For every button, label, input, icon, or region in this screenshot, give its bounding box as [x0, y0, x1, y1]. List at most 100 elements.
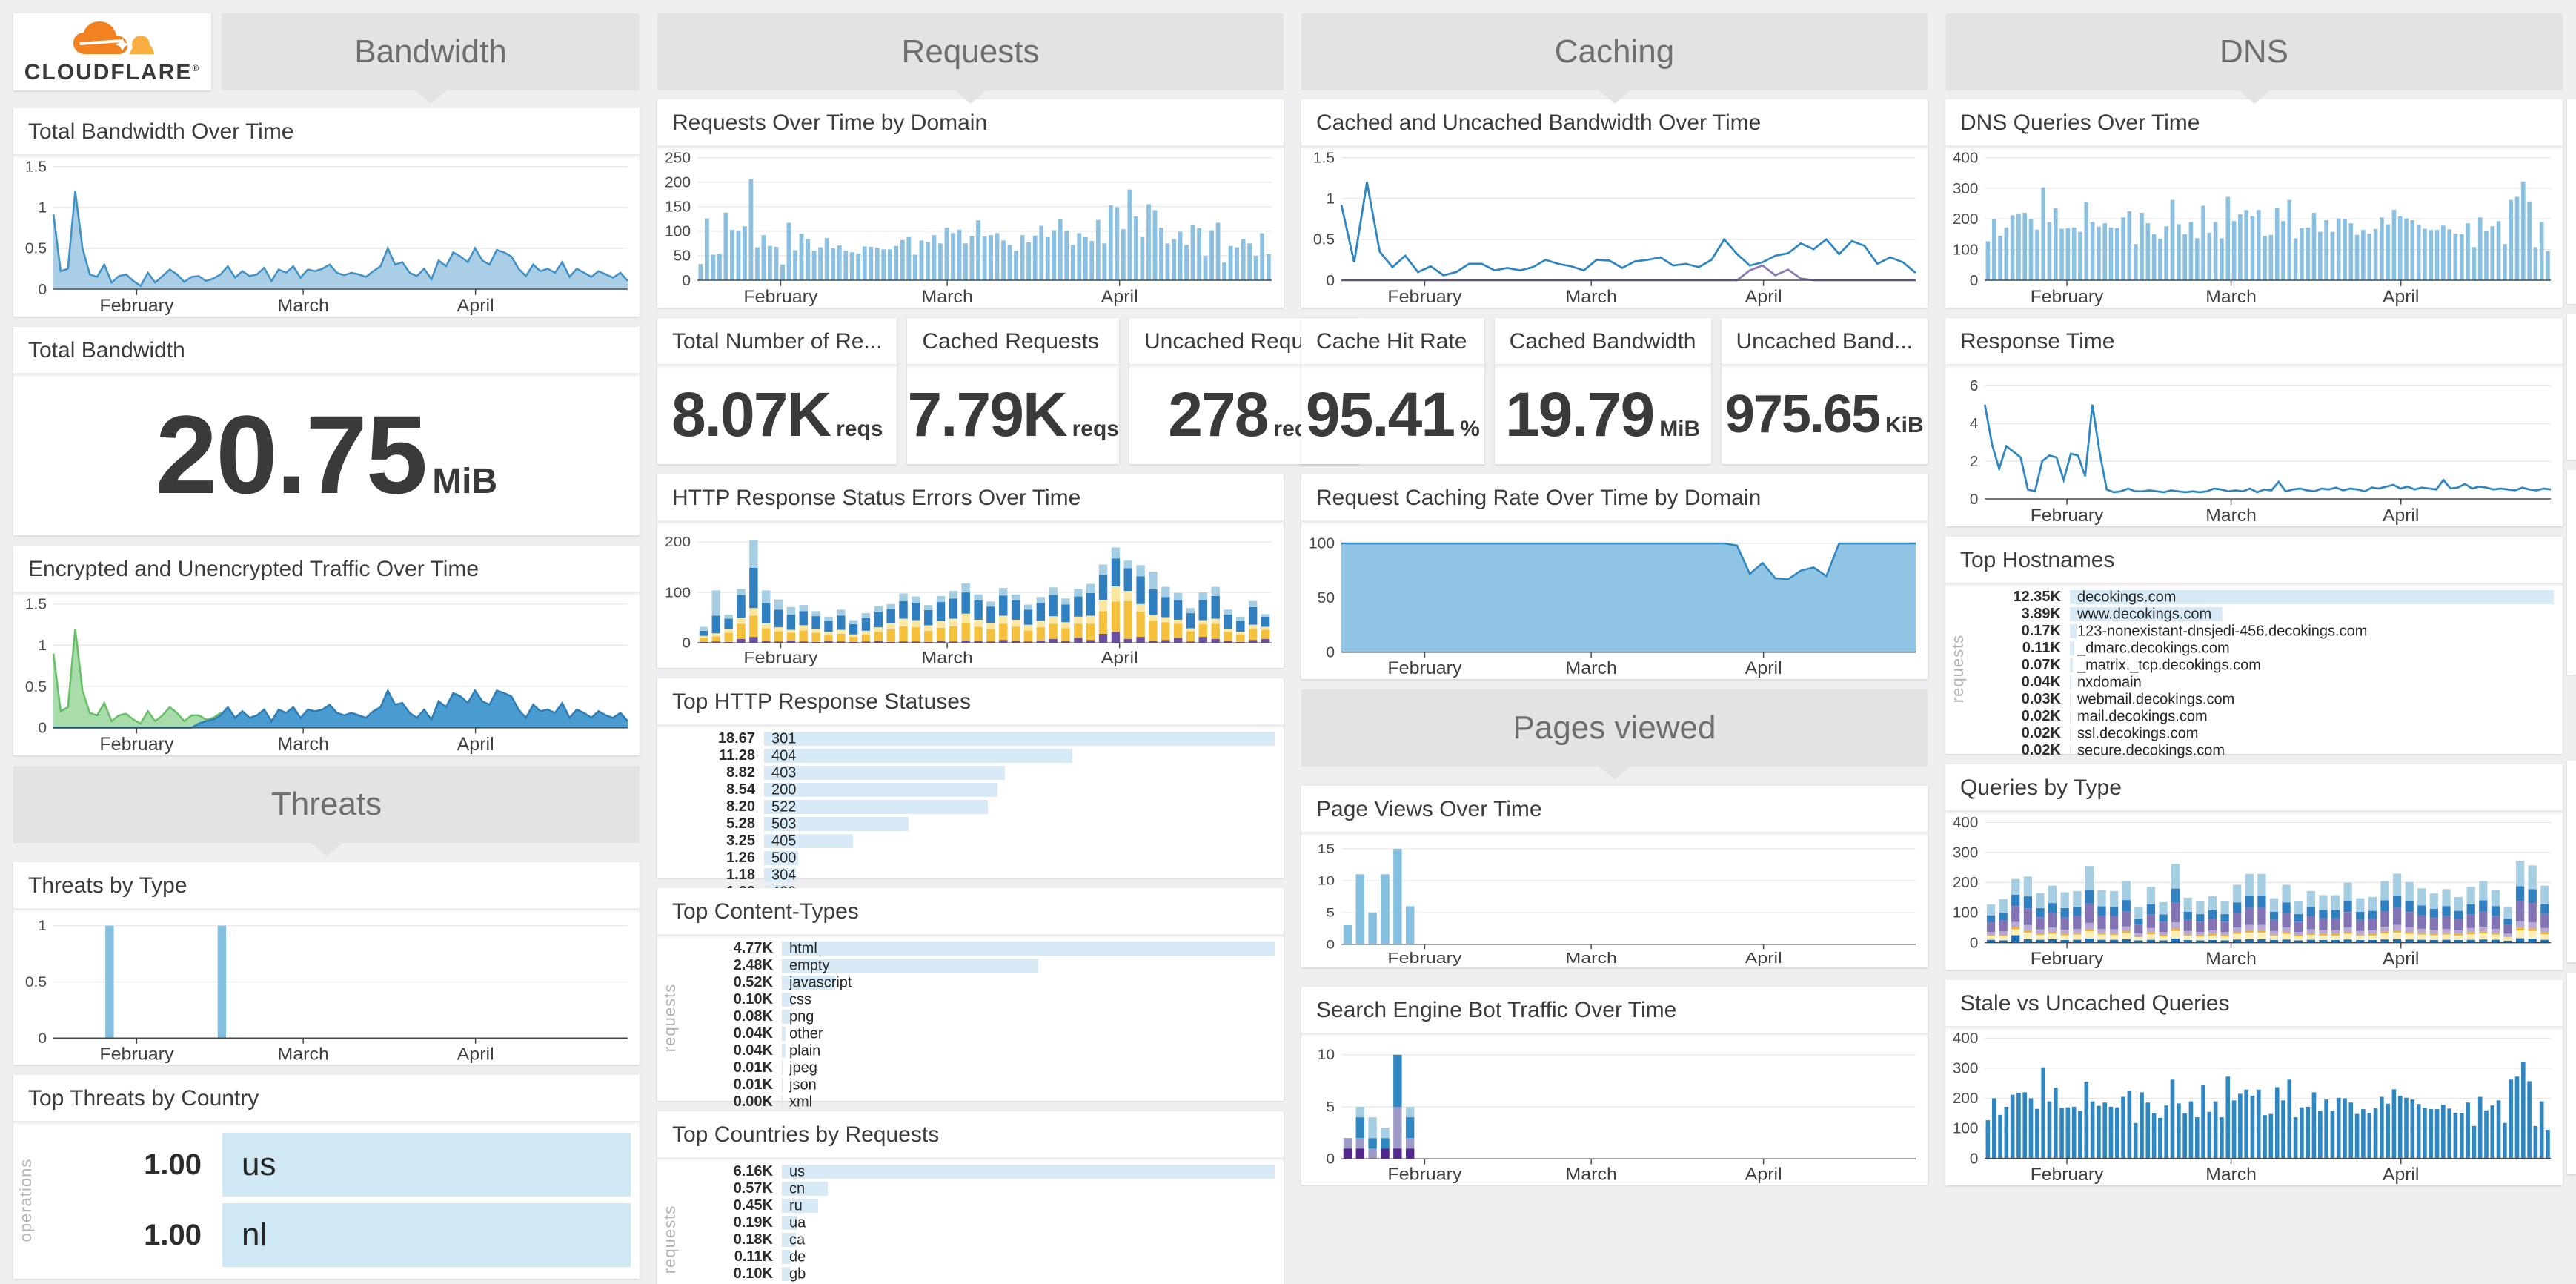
section-header-pages-viewed[interactable]: Pages viewed: [1301, 689, 1928, 767]
list-item-label: ssl.decokings.com: [2077, 725, 2199, 741]
list-item-label: decokings.com: [2077, 589, 2177, 605]
list-item-bar: other: [782, 1025, 1275, 1042]
list-item-label: 200: [771, 781, 797, 798]
section-header-caching[interactable]: Caching: [1301, 13, 1928, 90]
total-bandwidth-over-time-chart[interactable]: 0 0.5 1 1.5 February March April: [13, 155, 640, 317]
list-item[interactable]: 0.04K other: [684, 1025, 1275, 1042]
svg-text:April: April: [2383, 506, 2419, 525]
list-item[interactable]: 0.08K png: [684, 1008, 1275, 1025]
list-item[interactable]: 0.04K nxdomain: [1972, 674, 2554, 690]
panel-title: Total Bandwidth: [13, 327, 640, 374]
list-item[interactable]: 6.16K us: [684, 1163, 1275, 1179]
panel-title: Cached Bandwidth: [1494, 318, 1711, 365]
svg-text:April: April: [1101, 649, 1138, 666]
list-item[interactable]: 1.00 nl: [40, 1203, 631, 1267]
list-item-value: 3.89K: [2021, 606, 2061, 622]
list-item-value: 0.09K: [684, 1283, 782, 1284]
list-item[interactable]: 5.28 503: [666, 815, 1275, 832]
list-item[interactable]: 4.77K html: [684, 940, 1275, 956]
search-bot-traffic-chart[interactable]: 0 5 10 February March April: [1301, 1033, 1928, 1185]
section-header-dns[interactable]: DNS: [1945, 13, 2563, 90]
svg-text:0: 0: [1970, 272, 1979, 289]
dns-queries-chart[interactable]: 0 100 200 300 400 February March April: [1945, 146, 2563, 308]
list-item[interactable]: 0.10K gb: [684, 1265, 1275, 1282]
encrypted-traffic-chart[interactable]: 0 0.5 1 1.5 February March April: [13, 592, 640, 755]
caching-stat-row: Cache Hit Rate 95.41% Cached Bandwidth 1…: [1301, 318, 1928, 464]
list-item-value: 0.04K: [2021, 674, 2061, 690]
list-item[interactable]: 1.18 304: [666, 867, 1275, 883]
list-item[interactable]: 18.67 301: [666, 730, 1275, 747]
list-item[interactable]: 2.48K empty: [684, 957, 1275, 973]
list-item[interactable]: 0.01K jpeg: [684, 1059, 1275, 1076]
list-item[interactable]: 0.02K secure.decokings.com: [1972, 742, 2554, 758]
section-header-requests[interactable]: Requests: [657, 13, 1284, 90]
queries-by-type-chart[interactable]: 0 100 200 300 400 February March April: [1945, 811, 2563, 970]
response-time-chart[interactable]: 0 2 4 6 February March April: [1945, 365, 2563, 526]
list-item[interactable]: 1.00 us: [40, 1133, 631, 1197]
list-item[interactable]: 0.03K webmail.decokings.com: [1972, 691, 2554, 707]
column-caching: Caching Cached and Uncached Bandwidth Ov…: [1301, 13, 1928, 1195]
list-item[interactable]: 0.18K ca: [684, 1231, 1275, 1248]
panel-title: Cached and Uncached Bandwidth Over Time: [1301, 99, 1928, 146]
list-item[interactable]: 0.57K cn: [684, 1180, 1275, 1197]
list-item[interactable]: 8.82 403: [666, 764, 1275, 781]
list-item[interactable]: 0.07K _matrix._tcp.decokings.com: [1972, 657, 2554, 673]
svg-text:100: 100: [665, 223, 691, 240]
list-item-label: javascript: [789, 974, 852, 990]
list-item[interactable]: 0.10K css: [684, 991, 1275, 1007]
list-item-value: 0.01K: [733, 1059, 773, 1076]
list-item[interactable]: 0.52K javascript: [684, 974, 1275, 990]
list-item-bar: _matrix._tcp.decokings.com: [2070, 657, 2554, 673]
list-item-bar: nl: [782, 1283, 1275, 1284]
panel-cached-requests: Cached Requests 7.79K reqs: [907, 318, 1119, 464]
list-item[interactable]: 8.54 200: [666, 781, 1275, 798]
list-item[interactable]: 12.35K decokings.com: [1972, 589, 2554, 605]
list-item[interactable]: 0.00K xml: [684, 1093, 1275, 1110]
http-errors-chart[interactable]: 0 100 200 February March April: [657, 521, 1284, 668]
list-item[interactable]: 0.11K de: [684, 1248, 1275, 1265]
stale-uncached-queries-chart[interactable]: 0 100 200 300 400 February March April: [1945, 1027, 2563, 1185]
svg-text:400: 400: [1953, 815, 1979, 831]
list-item-bar: png: [782, 1008, 1275, 1025]
list-item[interactable]: 0.04K plain: [684, 1042, 1275, 1059]
stat-value: 975.65 KiB: [1724, 385, 1924, 444]
svg-text:April: April: [1745, 659, 1782, 678]
list-item[interactable]: 3.25 405: [666, 833, 1275, 849]
list-item[interactable]: 1.26 500: [666, 850, 1275, 866]
list-item-value: 18.67: [717, 730, 755, 747]
list-item-bar: 403: [764, 764, 1275, 781]
list-item[interactable]: 0.02K mail.decokings.com: [1972, 708, 2554, 724]
section-header-threats[interactable]: Threats: [13, 766, 640, 843]
list-item[interactable]: 0.11K _dmarc.decokings.com: [1972, 640, 2554, 656]
request-caching-rate-chart[interactable]: 0 50 100 February March April: [1301, 521, 1928, 679]
list-item-label: us: [789, 1163, 806, 1179]
panel-total-bandwidth-over-time: Total Bandwidth Over Time 0 0.5 1 1.5 Februa…: [13, 108, 640, 317]
list-item[interactable]: 0.19K ua: [684, 1214, 1275, 1231]
list-item[interactable]: 0.02K ssl.decokings.com: [1972, 725, 2554, 741]
stat-unit: KiB: [1885, 413, 1924, 437]
list-item[interactable]: 8.20 522: [666, 798, 1275, 815]
section-header-bandwidth[interactable]: Bandwidth: [222, 13, 640, 90]
stat-unit: reqs: [1072, 417, 1119, 441]
list-item[interactable]: 0.17K 123-nonexistant-dnsjedi-456.decokin…: [1972, 623, 2554, 639]
list-item[interactable]: 0.01K json: [684, 1076, 1275, 1093]
list-item-value: 11.28: [719, 747, 755, 764]
cloudflare-logo[interactable]: CLOUDFLARE®: [13, 13, 211, 90]
svg-text:0.5: 0.5: [25, 678, 47, 695]
svg-text:March: March: [1565, 287, 1616, 306]
list-item[interactable]: 3.89K www.decokings.com: [1972, 606, 2554, 622]
y-axis-label: operations: [16, 1158, 35, 1242]
cached-uncached-bandwidth-chart[interactable]: 0 0.5 1 1.5 February March April: [1301, 146, 1928, 308]
list-item-label: webmail.decokings.com: [2077, 691, 2235, 707]
list-item[interactable]: 0.09K nl: [684, 1283, 1275, 1284]
list-item-bar: 500: [764, 850, 1275, 866]
requests-over-time-chart[interactable]: 0 50 100 150 200 250 February March April: [657, 146, 1284, 308]
threats-by-type-chart[interactable]: 0 0.5 1 February March April: [13, 909, 640, 1065]
page-views-chart[interactable]: 0 5 10 15 February March April: [1301, 833, 1928, 967]
total-bandwidth-stat: 20.75 MiB: [13, 374, 640, 535]
list-item[interactable]: 11.28 404: [666, 747, 1275, 764]
list-item-value: 12.35K: [2013, 589, 2062, 605]
list-item[interactable]: 0.45K ru: [684, 1197, 1275, 1214]
svg-text:1: 1: [1326, 191, 1335, 208]
panel-cache-hit-rate: Cache Hit Rate 95.41%: [1301, 318, 1484, 464]
